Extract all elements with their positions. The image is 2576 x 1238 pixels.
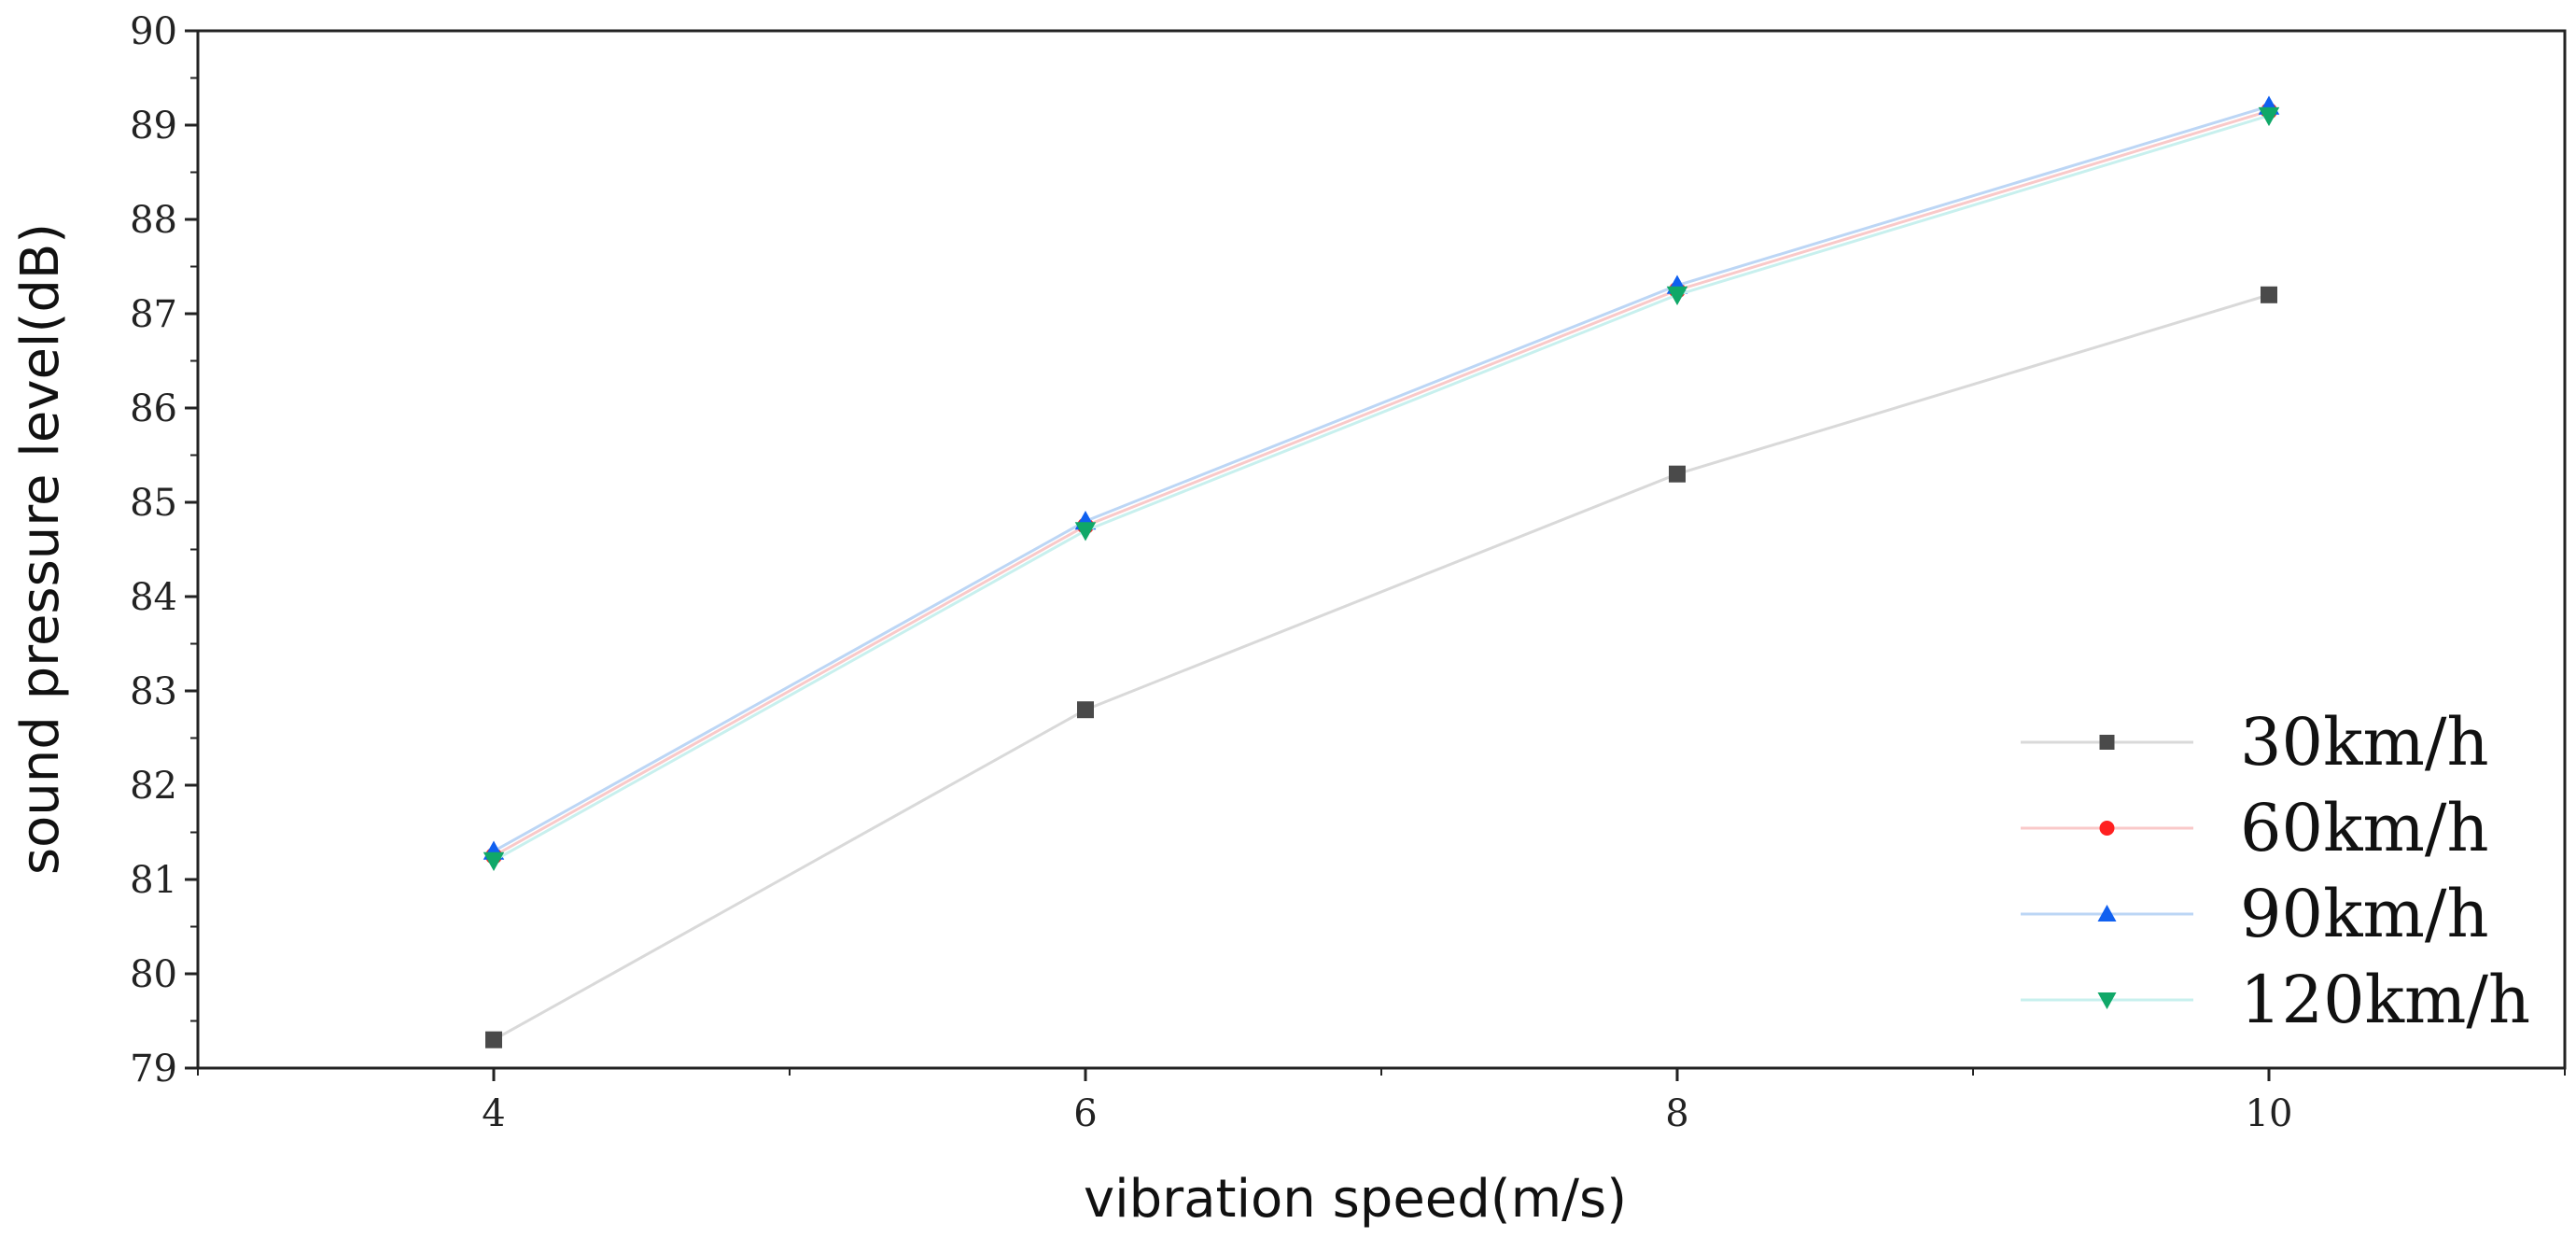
legend-item-30kmh: 30km/h [2021, 704, 2489, 781]
y-tick-label: 87 [130, 293, 177, 336]
series-line-30kmh [493, 293, 2270, 1042]
series-line-120kmh [493, 114, 2270, 863]
legend-marker [2097, 905, 2117, 921]
legend-label: 60km/h [2240, 790, 2489, 866]
y-tick-label: 83 [130, 670, 177, 713]
data-point-120kmh [2258, 106, 2280, 127]
y-tick-label: 81 [130, 859, 177, 902]
y-axis-title: sound pressure level(dB) [10, 223, 71, 875]
series-line-90kmh [493, 105, 2270, 853]
plot-frame [196, 29, 2567, 1070]
series-90kmh [483, 95, 2280, 860]
legend-item-120kmh: 120km/h [2021, 962, 2530, 1038]
y-tick-label: 82 [130, 765, 177, 808]
y-tick-label: 80 [130, 953, 177, 996]
y-tick-label: 90 [130, 10, 177, 53]
legend-label: 120km/h [2240, 962, 2530, 1038]
y-tick-label: 89 [130, 105, 177, 148]
x-axis-ticks: 4 6 8 10 [197, 1068, 2566, 1135]
y-tick-label: 88 [130, 199, 177, 242]
series-line-60kmh [493, 109, 2270, 858]
series-30kmh [485, 286, 2277, 1048]
legend-item-60kmh: 60km/h [2021, 790, 2489, 866]
legend-label: 90km/h [2240, 876, 2489, 952]
legend-marker [2099, 735, 2115, 750]
legend-marker [2099, 821, 2115, 836]
x-tick-label: 4 [482, 1092, 505, 1135]
y-tick-label: 79 [130, 1048, 177, 1090]
series-120kmh [483, 106, 2280, 872]
series-group [483, 95, 2280, 1048]
legend-item-90kmh: 90km/h [2021, 876, 2489, 952]
data-point-120kmh [483, 851, 505, 872]
legend-label: 30km/h [2240, 704, 2489, 781]
data-point-30kmh [1077, 701, 1094, 719]
x-tick-label: 8 [1665, 1092, 1688, 1135]
y-axis-ticks: 79 80 81 82 83 84 85 86 87 88 89 90 [130, 10, 198, 1090]
series-60kmh [485, 102, 2277, 865]
y-tick-label: 86 [130, 387, 177, 430]
x-tick-label: 6 [1073, 1092, 1097, 1135]
data-point-120kmh [1666, 286, 1688, 306]
legend: 30km/h 60km/h 90km/h 120km/h [2021, 704, 2530, 1038]
legend-marker [2097, 992, 2117, 1009]
x-axis-title: vibration speed(m/s) [1084, 1169, 1627, 1230]
data-point-30kmh [1669, 465, 1686, 483]
y-tick-label: 85 [130, 482, 177, 525]
data-point-30kmh [2261, 286, 2277, 303]
data-point-120kmh [1074, 522, 1097, 542]
y-tick-label: 84 [130, 576, 177, 619]
x-tick-label: 10 [2246, 1092, 2293, 1135]
data-point-30kmh [485, 1031, 502, 1048]
